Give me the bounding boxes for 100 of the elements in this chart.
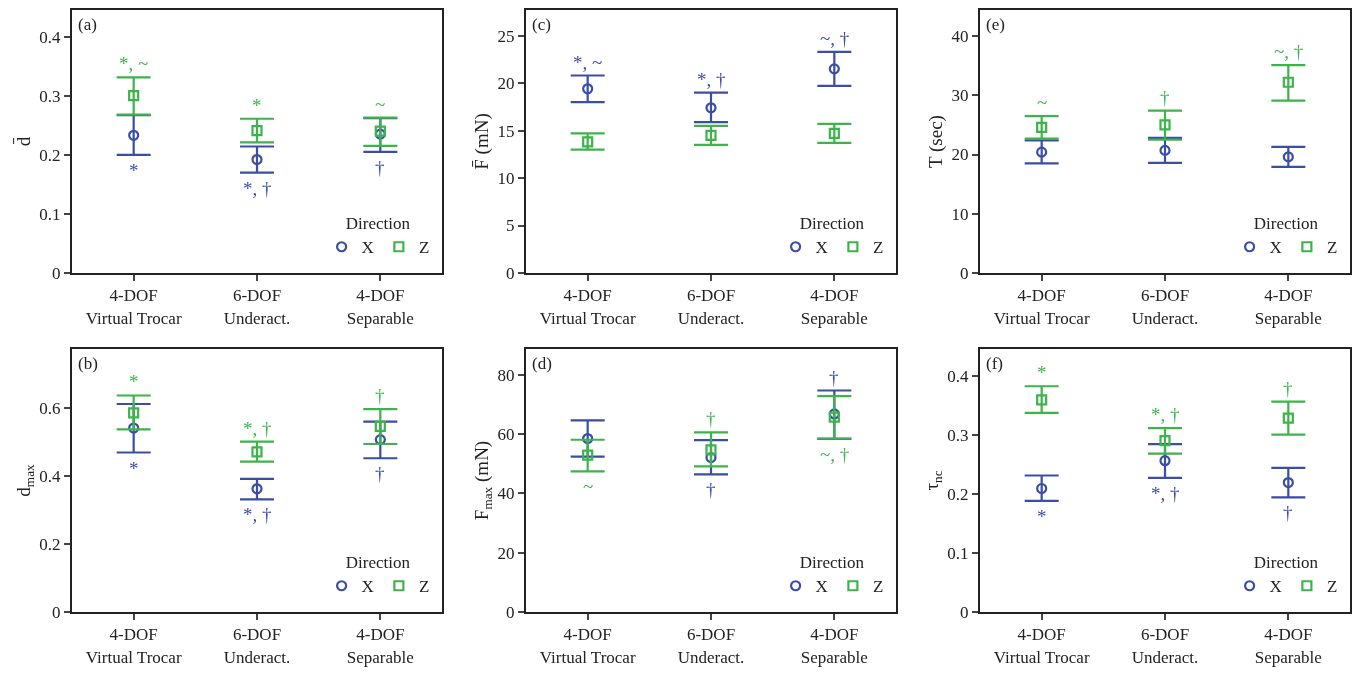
y-tick-label: 0.1 (947, 543, 969, 563)
data-label: † (706, 479, 716, 500)
y-axis-title: d̄ (12, 136, 34, 147)
point (128, 90, 140, 102)
legend-label: X (815, 577, 828, 597)
y-tick-label: 0.2 (39, 145, 61, 165)
legend-title: Direction (1253, 214, 1319, 234)
x-tick-label: 4-DOF Separable (346, 286, 414, 328)
legend-label: X (1269, 577, 1282, 597)
y-tick-label: 0 (506, 263, 515, 283)
x-tick-label: 6-DOF Underact. (677, 625, 745, 667)
x-tick-label: 4-DOF Separable (1254, 625, 1322, 667)
y-tick-label: 10 (951, 204, 969, 224)
data-label: *, † (243, 418, 272, 439)
x-tick-label: 4-DOF Separable (800, 625, 868, 667)
data-label: *, † (1151, 483, 1180, 504)
point (1036, 482, 1048, 495)
y-tick-label: 40 (497, 484, 515, 504)
point (582, 136, 594, 148)
point (582, 449, 594, 461)
point (1036, 394, 1048, 406)
legend-label: X (361, 577, 374, 597)
data-label: † (375, 385, 385, 406)
data-label: *, ~ (573, 52, 603, 73)
data-label: † (1283, 378, 1293, 399)
y-tick-label: 0.4 (39, 467, 62, 487)
x-tick-label: 4-DOF Virtual Trocar (539, 625, 636, 667)
x-tick-label: 6-DOF Underact. (223, 286, 291, 328)
point (828, 63, 840, 75)
y-tick-label: 0.4 (39, 27, 62, 47)
y-tick-label: 0 (52, 602, 61, 622)
y-tick-label: 25 (497, 26, 515, 46)
legend-label: Z (1326, 238, 1338, 258)
legend-label: X (815, 238, 828, 258)
x-tick-label: 4-DOF Virtual Trocar (85, 625, 182, 667)
point (251, 153, 263, 166)
point (582, 83, 594, 95)
data-label: * (129, 458, 139, 479)
data-label: † (1283, 502, 1293, 523)
y-tick-label: 20 (497, 74, 515, 94)
x-tick-label: 4-DOF Virtual Trocar (993, 286, 1090, 328)
annotation: (b) (78, 354, 98, 373)
data-label: † (375, 463, 385, 484)
data-label: * (129, 371, 139, 392)
y-tick-label: 0.4 (947, 366, 970, 386)
data-label: ~, † (820, 28, 850, 49)
y-tick-label: 20 (497, 543, 515, 563)
legend-title: Direction (799, 553, 865, 573)
data-label: ~ (583, 476, 594, 497)
point (251, 446, 263, 458)
data-label: *, † (243, 504, 272, 525)
point (128, 407, 140, 419)
y-tick-label: 0.2 (39, 535, 61, 555)
data-label: * (129, 160, 139, 181)
data-label: * (1037, 362, 1047, 383)
point (705, 444, 717, 456)
point (1159, 119, 1171, 131)
x-tick-label: 4-DOF Virtual Trocar (539, 286, 636, 328)
point (1282, 151, 1294, 163)
y-tick-label: 80 (497, 365, 515, 385)
y-tick-label: 0 (960, 602, 969, 622)
data-label: ~, † (1274, 41, 1304, 62)
point (1159, 435, 1171, 447)
point (1036, 146, 1048, 158)
legend-title: Direction (345, 553, 411, 573)
legend-title: Direction (799, 214, 865, 234)
data-label: * (252, 95, 262, 116)
point (582, 432, 594, 445)
y-tick-label: 40 (951, 27, 969, 47)
point (1159, 144, 1171, 156)
data-label: * (1037, 506, 1047, 527)
legend-label: X (1269, 238, 1282, 258)
y-tick-label: 0 (506, 602, 515, 622)
point (828, 127, 840, 140)
legend-title: Direction (345, 214, 411, 234)
point (251, 483, 263, 495)
data-label: ~ (375, 94, 386, 115)
annotation: (c) (532, 15, 551, 34)
legend-label: Z (872, 238, 884, 258)
point (1282, 412, 1294, 424)
data-label: † (706, 408, 716, 429)
point (1159, 455, 1171, 467)
y-tick-label: 20 (951, 145, 969, 165)
data-label: † (1160, 87, 1170, 108)
y-tick-label: 10 (497, 169, 515, 188)
y-tick-label: 0.1 (39, 204, 61, 224)
annotation: (e) (986, 15, 1005, 34)
data-label: † (829, 367, 839, 388)
y-tick-label: 30 (951, 86, 969, 106)
legend-label: Z (418, 238, 430, 258)
data-label: *, † (697, 69, 726, 90)
legend-label: X (361, 238, 374, 258)
point (374, 420, 386, 432)
point (128, 422, 140, 434)
x-tick-label: 6-DOF Underact. (1131, 286, 1199, 328)
x-tick-label: 4-DOF Separable (1254, 286, 1322, 328)
y-tick-label: 0.3 (947, 425, 969, 445)
y-axis-title: F̄ (mN) (470, 113, 493, 170)
y-tick-label: 5 (506, 216, 515, 236)
point (705, 451, 717, 464)
